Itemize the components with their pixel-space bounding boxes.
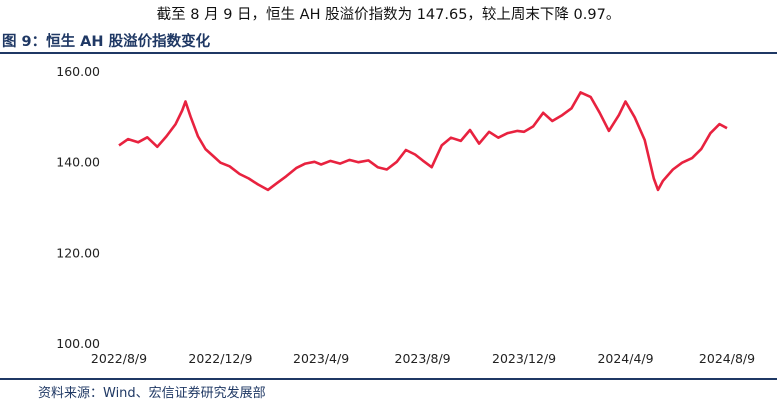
x-tick-label: 2022/8/9 [91,351,147,366]
x-tick-label: 2024/8/9 [699,351,755,366]
figure-title: 图 9：恒生 AH 股溢价指数变化 [2,34,211,50]
x-tick-label: 2024/4/9 [597,351,653,366]
y-tick-label: 120.00 [56,245,100,260]
y-axis: 100.00 120.00 140.00 160.00 [56,64,100,351]
y-tick-label: 140.00 [56,155,100,170]
y-tick-label: 160.00 [56,64,100,79]
source-divider [0,378,777,380]
title-divider [0,52,777,54]
series-line-ah-premium [118,91,728,192]
y-tick-label: 100.00 [56,336,100,351]
intro-text: 截至 8 月 9 日，恒生 AH 股溢价指数为 147.65，较上周末下降 0.… [156,7,621,23]
source-note: 资料来源：Wind、宏信证券研究发展部 [38,386,266,401]
x-tick-label: 2022/12/9 [188,351,252,366]
x-tick-label: 2023/12/9 [492,351,556,366]
premium-index-line-chart: 100.00 120.00 140.00 160.00 2022/8/9 2022/12… [56,64,755,366]
x-axis: 2022/8/9 2022/12/9 2023/4/9 2023/8/9 2023/12… [91,351,755,366]
plot-area [118,91,728,192]
x-tick-label: 2023/4/9 [293,351,349,366]
x-tick-label: 2023/8/9 [395,351,451,366]
